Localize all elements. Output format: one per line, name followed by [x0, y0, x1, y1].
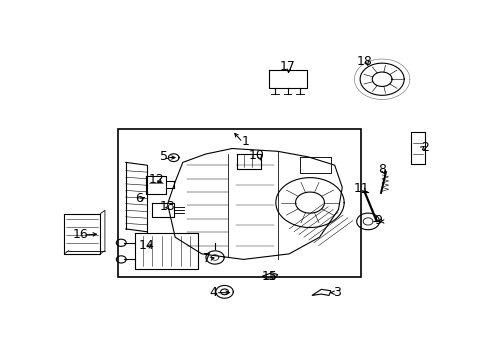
Text: 2: 2	[421, 141, 429, 154]
Text: 12: 12	[148, 172, 164, 185]
Text: 16: 16	[73, 228, 89, 241]
Text: 9: 9	[374, 214, 382, 227]
Text: 6: 6	[135, 192, 143, 205]
Text: 14: 14	[139, 239, 154, 252]
Text: 11: 11	[353, 182, 369, 195]
Text: 8: 8	[378, 163, 386, 176]
Text: 3: 3	[333, 286, 341, 299]
Text: 13: 13	[160, 200, 175, 213]
Text: 5: 5	[160, 150, 168, 163]
Bar	[118, 129, 361, 278]
Text: 15: 15	[262, 270, 277, 283]
Text: 10: 10	[249, 149, 265, 162]
Text: 18: 18	[357, 55, 373, 68]
Text: 7: 7	[203, 252, 212, 265]
Text: 1: 1	[242, 135, 249, 148]
Text: 4: 4	[209, 286, 217, 299]
Text: 17: 17	[279, 60, 295, 73]
